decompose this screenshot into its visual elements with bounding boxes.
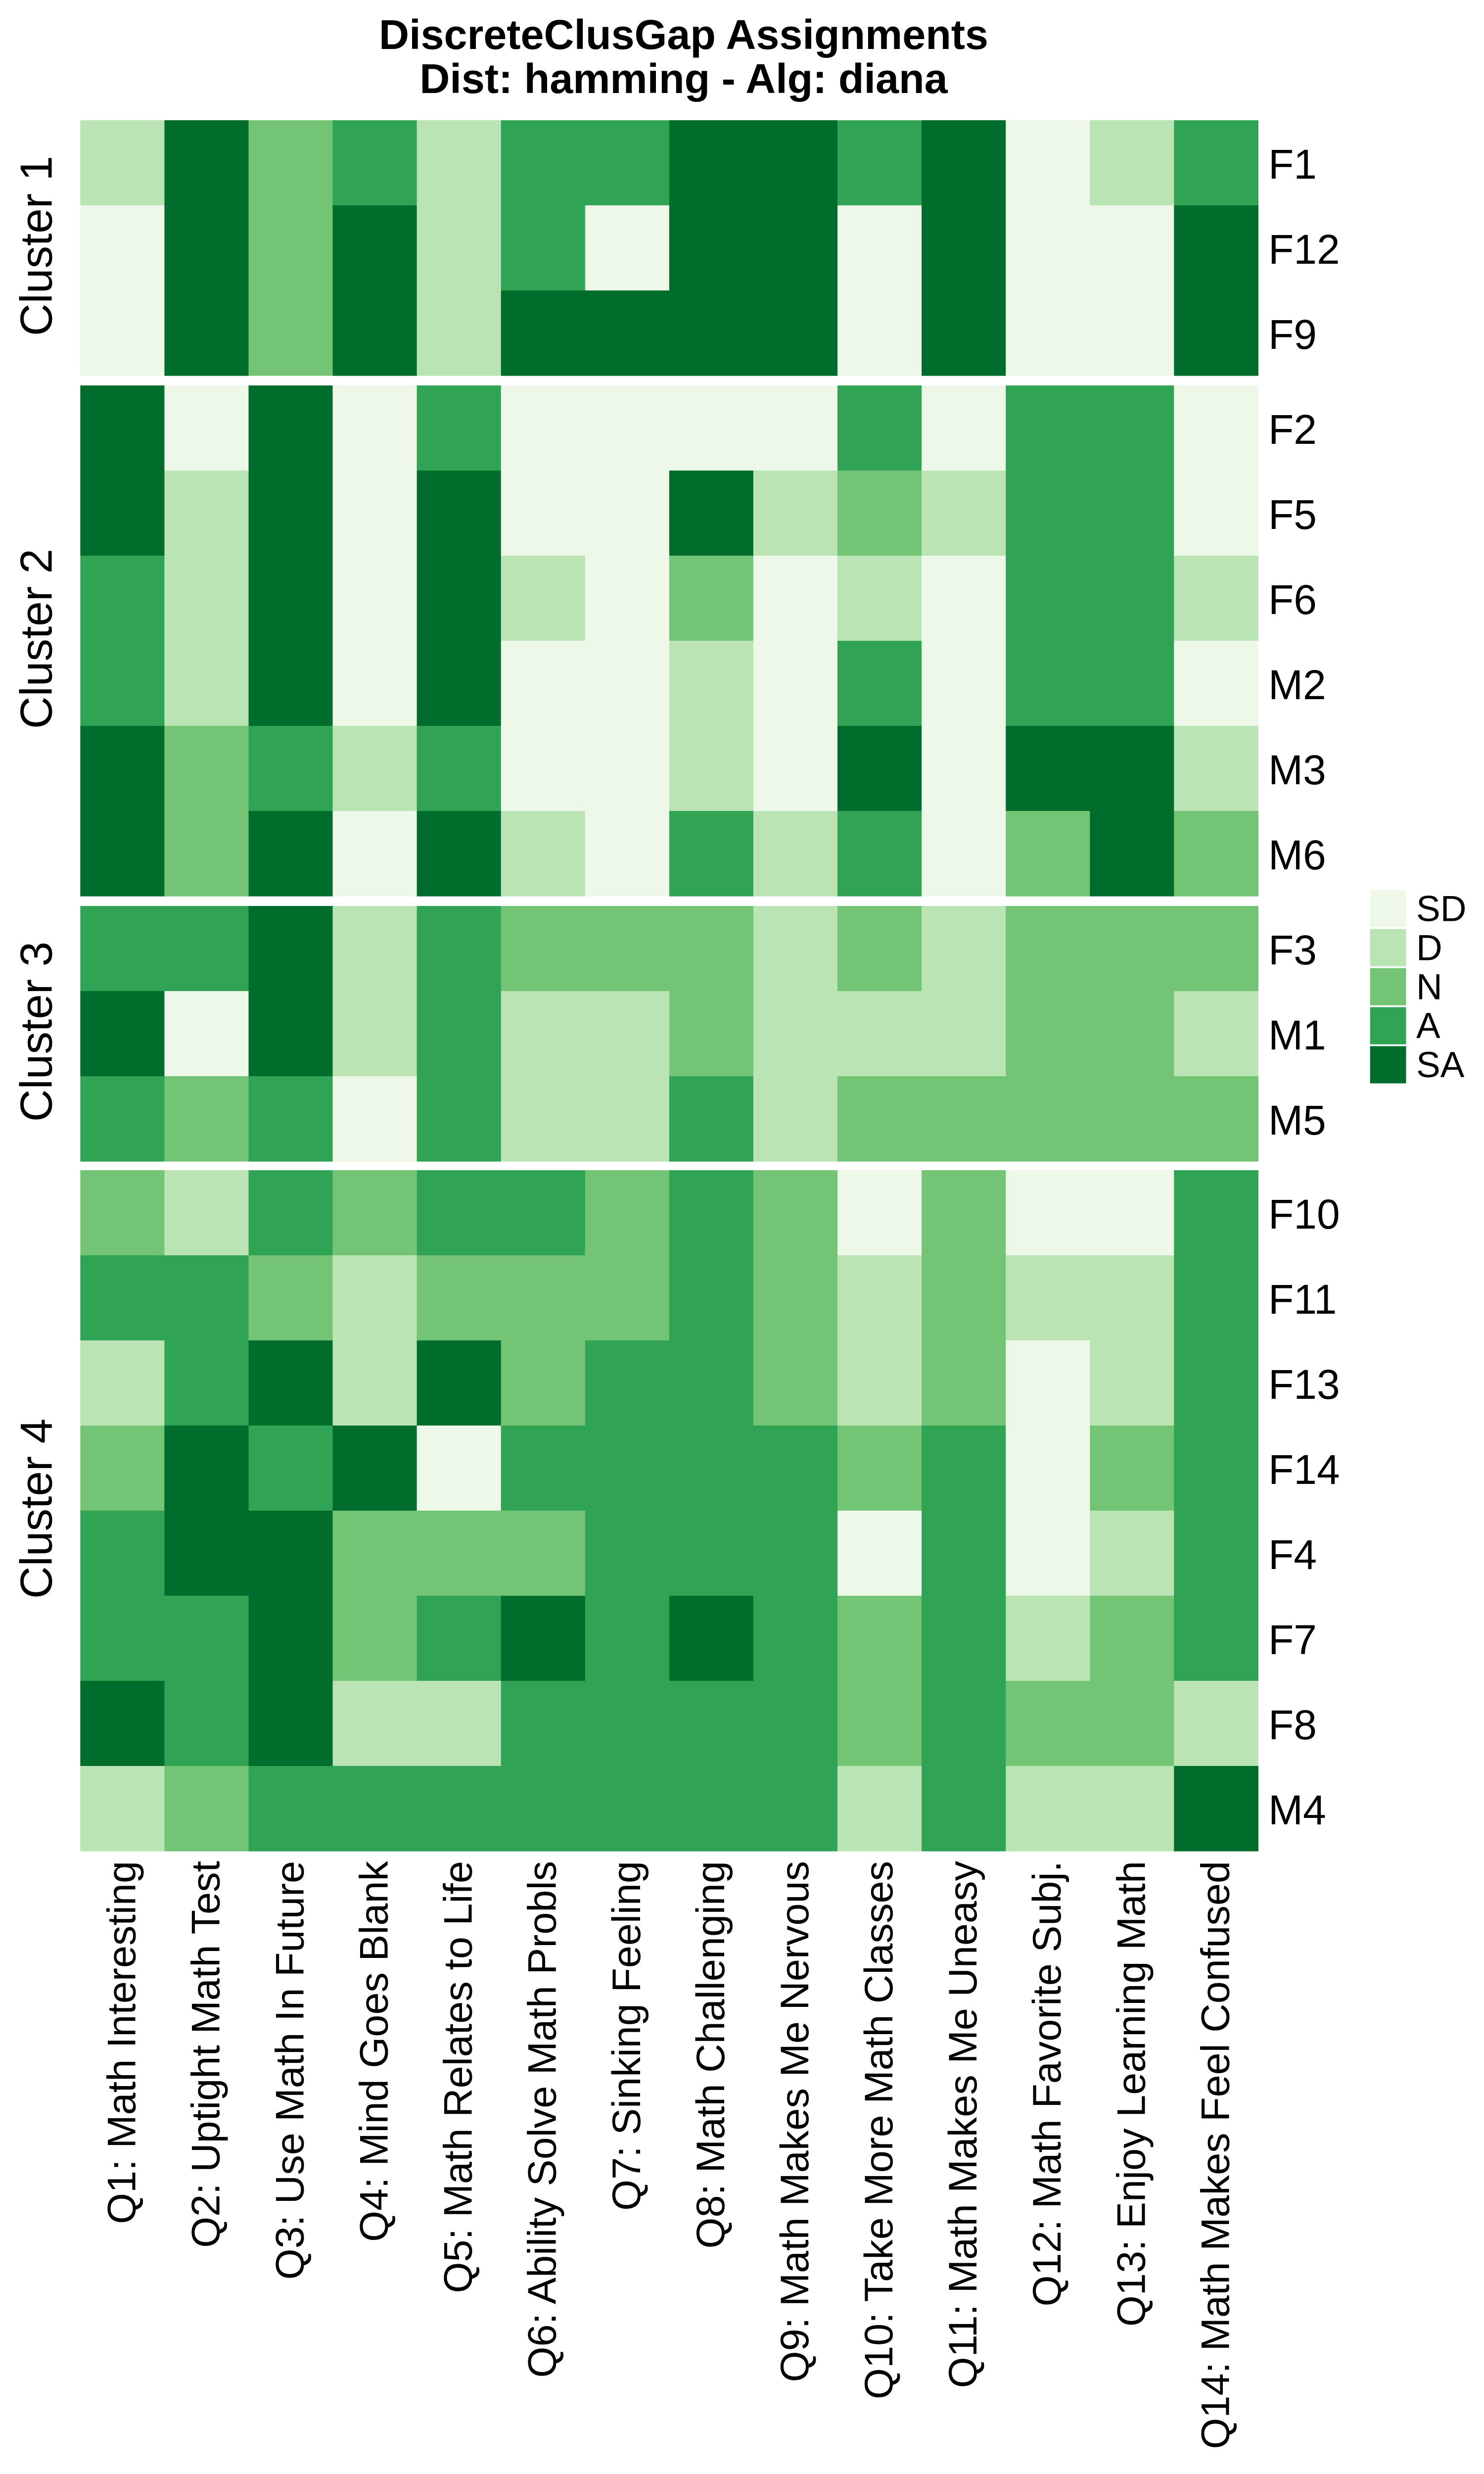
svg-text:Cluster 1: Cluster 1: [12, 156, 62, 336]
svg-text:M5: M5: [1268, 1097, 1326, 1143]
svg-text:Q5: Math Relates to Life: Q5: Math Relates to Life: [436, 1861, 481, 2293]
svg-text:F3: F3: [1268, 927, 1317, 973]
svg-text:M3: M3: [1268, 747, 1326, 793]
svg-text:F13: F13: [1268, 1361, 1340, 1408]
svg-text:F2: F2: [1268, 406, 1317, 453]
svg-text:Q8: Math Challenging: Q8: Math Challenging: [689, 1861, 733, 2248]
svg-text:Cluster 3: Cluster 3: [12, 942, 62, 1122]
svg-text:SA: SA: [1416, 1045, 1465, 1085]
svg-text:Q1: Math Interesting: Q1: Math Interesting: [99, 1861, 144, 2224]
svg-text:Q10: Take More Math Classes: Q10: Take More Math Classes: [857, 1861, 901, 2399]
svg-text:F8: F8: [1268, 1702, 1317, 1748]
svg-text:A: A: [1416, 1006, 1440, 1046]
svg-text:Q3: Use Math In Future: Q3: Use Math In Future: [268, 1861, 313, 2280]
svg-text:Q6: Ability Solve Math Probls: Q6: Ability Solve Math Probls: [520, 1861, 565, 2378]
svg-text:M4: M4: [1268, 1787, 1326, 1833]
svg-text:Q14: Math Makes Feel Confused: Q14: Math Makes Feel Confused: [1193, 1861, 1238, 2449]
svg-text:Dist: hamming - Alg: diana: Dist: hamming - Alg: diana: [419, 55, 948, 102]
svg-text:DiscreteClusGap Assignments: DiscreteClusGap Assignments: [379, 11, 988, 58]
svg-text:Q4: Mind Goes Blank: Q4: Mind Goes Blank: [352, 1861, 397, 2242]
svg-text:F14: F14: [1268, 1446, 1340, 1493]
svg-text:Q7: Sinking Feeling: Q7: Sinking Feeling: [604, 1861, 649, 2211]
svg-text:Q11: Math Makes Me Uneasy: Q11: Math Makes Me Uneasy: [941, 1861, 985, 2388]
svg-text:SD: SD: [1416, 889, 1466, 929]
svg-text:M1: M1: [1268, 1012, 1326, 1058]
svg-text:Q2: Uptight Math Test: Q2: Uptight Math Test: [184, 1861, 228, 2248]
svg-text:F10: F10: [1268, 1191, 1340, 1237]
svg-text:Cluster 4: Cluster 4: [12, 1419, 62, 1599]
svg-text:D: D: [1416, 928, 1442, 968]
svg-text:F12: F12: [1268, 226, 1340, 273]
svg-text:M2: M2: [1268, 662, 1326, 708]
svg-text:F11: F11: [1268, 1276, 1337, 1323]
svg-text:F1: F1: [1268, 141, 1317, 188]
svg-text:F6: F6: [1268, 576, 1317, 623]
svg-text:F4: F4: [1268, 1531, 1317, 1578]
svg-text:F7: F7: [1268, 1617, 1317, 1663]
svg-text:N: N: [1416, 967, 1442, 1007]
svg-text:Q9: Math Makes Me Nervous: Q9: Math Makes Me Nervous: [773, 1861, 817, 2382]
svg-text:Cluster 2: Cluster 2: [12, 549, 62, 729]
svg-text:Q12: Math Favorite Subj.: Q12: Math Favorite Subj.: [1025, 1861, 1069, 2306]
svg-text:Q13: Enjoy Learning Math: Q13: Enjoy Learning Math: [1109, 1861, 1154, 2327]
svg-text:F9: F9: [1268, 311, 1317, 358]
svg-text:M6: M6: [1268, 832, 1326, 878]
svg-text:F5: F5: [1268, 491, 1317, 538]
